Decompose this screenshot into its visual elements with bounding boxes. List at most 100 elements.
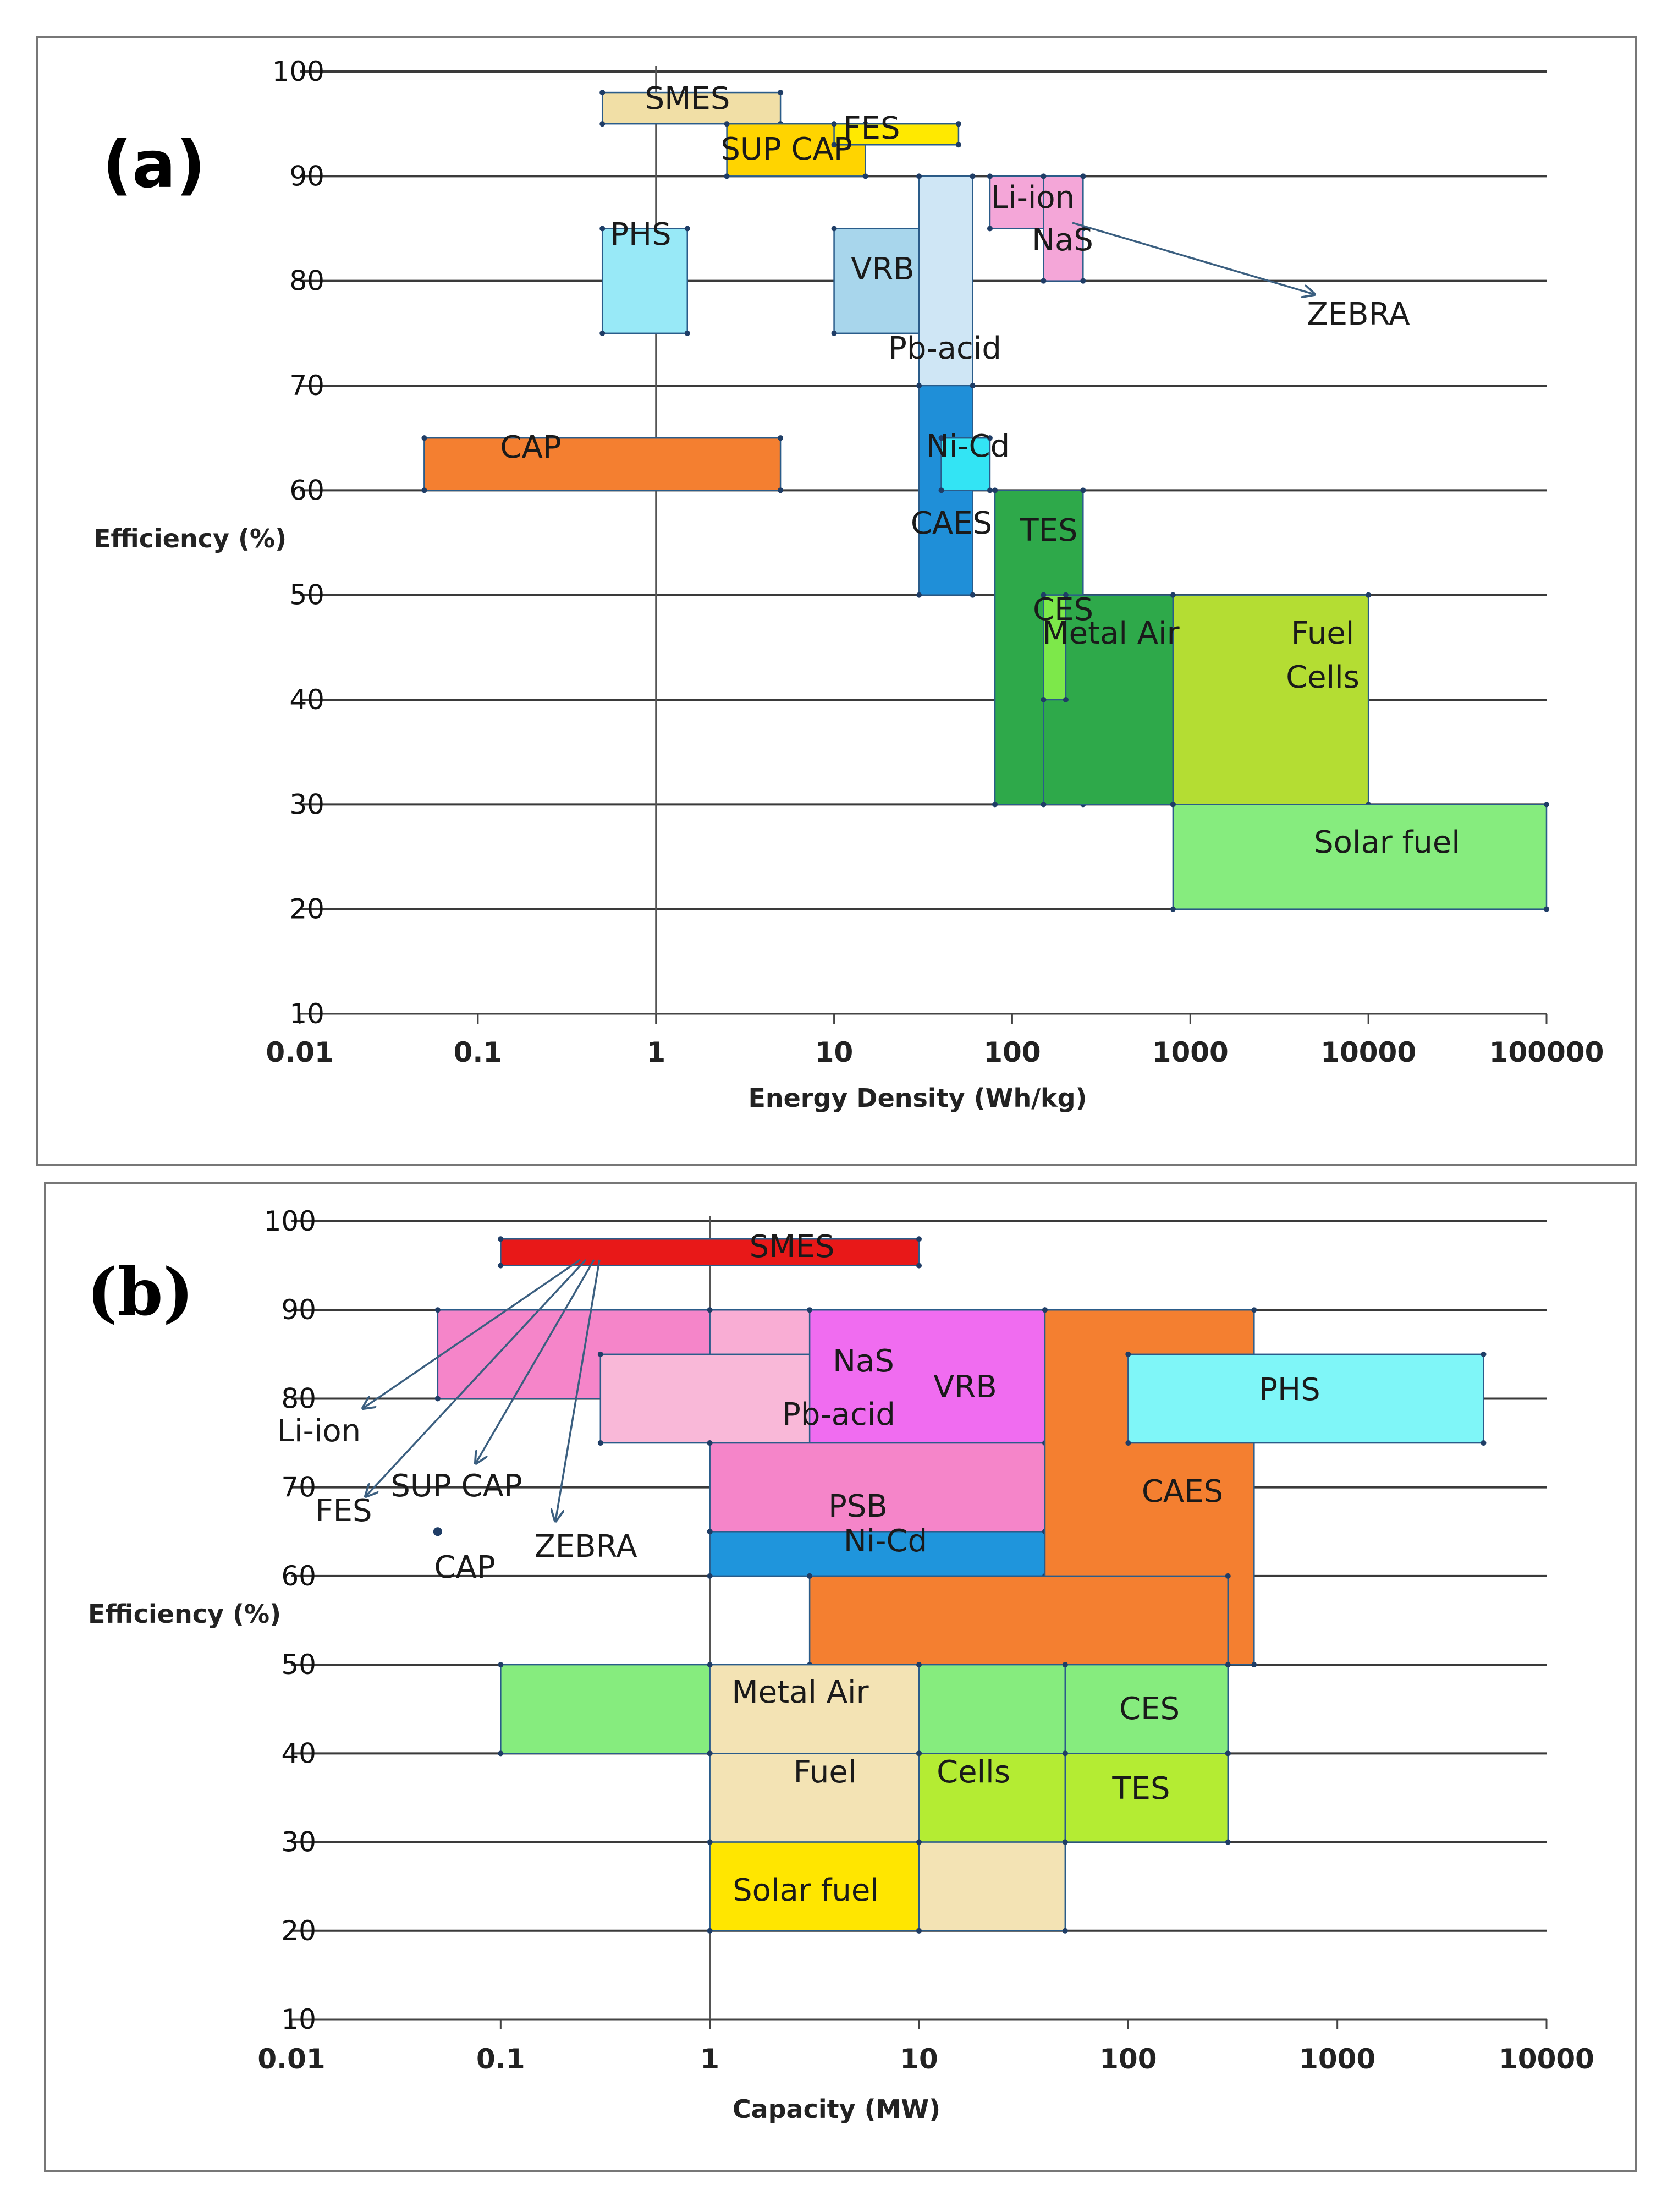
panel-b-y-tick-60: 60	[281, 1560, 316, 1592]
panel-a-box-smes-corner-1	[778, 90, 784, 96]
panel-b-y-tick-40: 40	[281, 1737, 316, 1769]
panel-a-y-tick-40: 40	[289, 684, 324, 716]
panel-b-box-metal-air	[709, 1664, 920, 1754]
panel-a-y-tick-80: 80	[289, 265, 324, 297]
panel-b-box-solar-fuel	[709, 1841, 920, 1932]
panel-b-box-smes-corner-2	[498, 1263, 504, 1269]
panel-a-box-solar-fuel	[1172, 804, 1548, 910]
panel-a-box-nas	[1043, 175, 1084, 282]
panel-b-box-solar-fuel-ext-corner-2	[916, 1928, 922, 1934]
panel-a-y-tick-90: 90	[289, 160, 324, 192]
panel-a-label-fuel-cells-line2: Cells	[1286, 660, 1360, 695]
panel-a-x-tick-100000: 100000	[1489, 1036, 1604, 1068]
panel-b-box-tes	[1064, 1753, 1229, 1843]
panel-a-y-tick-10: 10	[289, 998, 324, 1030]
panel-a-box-sup-cap-corner-2	[724, 173, 730, 179]
panel-b-box-cells-corner-0	[916, 1750, 922, 1757]
panel-b-label-cells: Cells	[937, 1754, 1010, 1790]
panel-b-box-tes-corner-3	[1225, 1839, 1231, 1845]
panel-b-x-tick-10000: 10000	[1499, 2043, 1594, 2075]
panel-a-y-tick-60: 60	[289, 474, 324, 506]
panel-a-box-cap-corner-2	[421, 487, 427, 493]
panel-a-box-fes-corner-3	[955, 142, 961, 148]
panel-a-label-li-ion: Li-ion	[991, 180, 1075, 216]
panel-b-box-cells	[918, 1753, 1066, 1843]
panel-a-box-fes	[833, 123, 960, 146]
panel-b-annotation-arrow-1	[366, 1259, 587, 1496]
panel-a-box-ces	[1043, 594, 1067, 701]
panel-b-label-nas: NaS	[833, 1343, 894, 1379]
panel-a-frame	[36, 36, 1637, 1166]
panel-b-box-phs-corner-2	[1125, 1440, 1131, 1446]
panel-a-label-fuel-cells-line1: Fuel	[1291, 616, 1355, 651]
panel-b-box-fuel-cells-corner-0	[498, 1662, 504, 1668]
panel-a-x-tick-10: 10	[815, 1036, 854, 1068]
panel-b-tag: (b)	[87, 1254, 194, 1330]
panel-b-box-solar-fuel-ext-corner-0	[916, 1839, 922, 1845]
panel-b-box-caes-corner-0	[1042, 1307, 1048, 1313]
panel-b-y-tick-100: 100	[264, 1205, 316, 1237]
panel-b-annotation-li-ion: Li-ion	[277, 1413, 361, 1449]
panel-b-box-nas-corner-0	[707, 1307, 713, 1313]
panel-b-label-phs: PHS	[1259, 1372, 1320, 1408]
panel-a-box-phs-corner-2	[599, 330, 606, 336]
panel-b-box-phs-corner-1	[1481, 1351, 1487, 1357]
panel-a-label-phs: PHS	[610, 217, 671, 253]
panel-a-label-ni-cd: Ni-Cd	[926, 429, 1010, 464]
panel-b-box-ces-corner-1	[1225, 1662, 1231, 1668]
panel-b-annotation-arrow-3	[555, 1259, 601, 1521]
panel-b-x-axis-label: Capacity (MW)	[733, 2094, 940, 2124]
panel-b-y-tick-70: 70	[281, 1472, 316, 1503]
panel-a-label-smes: SMES	[645, 81, 730, 117]
panel-a-y-tick-70: 70	[289, 370, 324, 402]
panel-a-box-metal-air-corner-2	[1041, 802, 1047, 808]
panel-a-box-sup-cap	[726, 123, 866, 177]
panel-b-box-ni-cd-corner-0	[707, 1529, 713, 1535]
panel-b-label-vrb: VRB	[933, 1369, 997, 1405]
panel-a-box-ni-cd-corner-0	[938, 435, 944, 441]
panel-b-box-tes-corner-0	[1062, 1750, 1068, 1757]
panel-b-y-tick-10: 10	[281, 2004, 316, 2035]
panel-b-x-tick-1: 1	[700, 2043, 719, 2075]
panel-a-box-phs	[601, 228, 688, 334]
panel-a-label-sup-cap: SUP CAP	[720, 131, 852, 167]
panel-a-box-phs-corner-1	[684, 226, 690, 232]
panel-b-box-solar-fuel-corner-0	[707, 1839, 713, 1845]
panel-b-annotation-sup-cap: SUP CAP	[390, 1468, 522, 1504]
panel-a-box-fes-corner-2	[831, 142, 837, 148]
panel-a-label-tes: TES	[1019, 513, 1077, 548]
panel-b-box-ces-corner-0	[1062, 1662, 1068, 1668]
panel-b-y-tick-30: 30	[281, 1826, 316, 1858]
panel-a-box-fuel-cells-corner-1	[1366, 592, 1372, 598]
panel-a-x-tick-0-1: 0.1	[454, 1036, 503, 1068]
panel-b-box-caes-corner-3	[1251, 1662, 1257, 1668]
panel-b-box-metal-air-corner-0	[707, 1662, 713, 1668]
panel-a-label-cap: CAP	[500, 430, 561, 465]
panel-b-box-psb-corner-0	[707, 1440, 713, 1446]
panel-b-box-metal-air-corner-1	[916, 1662, 922, 1668]
panel-a-box-nas-corner-1	[1080, 173, 1086, 179]
panel-a-box-nas-corner-3	[1080, 278, 1086, 284]
panel-a-box-tes-corner-1	[1080, 487, 1086, 493]
panel-b-label-metal-air: Metal Air	[731, 1675, 869, 1710]
panel-a-box-fes-corner-1	[955, 121, 961, 127]
panel-a-box-ces-corner-0	[1041, 592, 1047, 598]
panel-a-box-tes-corner-2	[992, 802, 998, 808]
panel-b-annotation-arrow-0	[363, 1259, 581, 1408]
panel-b-box-smes-corner-1	[916, 1236, 922, 1242]
panel-b-box-caes-corner-1	[1251, 1307, 1257, 1313]
panel-a-box-caes-corner-2	[916, 592, 922, 598]
panel-a-box-nas-corner-0	[1041, 173, 1047, 179]
panel-a-box-nas-corner-2	[1041, 278, 1047, 284]
panel-b-x-tick-10: 10	[900, 2043, 938, 2075]
panel-b-x-tick-100: 100	[1099, 2043, 1157, 2075]
panel-a-box-caes-corner-0	[916, 383, 922, 388]
panel-a-x-tick-1000: 1000	[1152, 1036, 1229, 1068]
panel-a-box-ces-corner-1	[1063, 592, 1069, 598]
panel-b-box-fuel-corner-0	[707, 1750, 713, 1757]
panel-b-box-fuel-cells-corner-2	[498, 1750, 504, 1757]
panel-b-y-tick-50: 50	[281, 1649, 316, 1681]
